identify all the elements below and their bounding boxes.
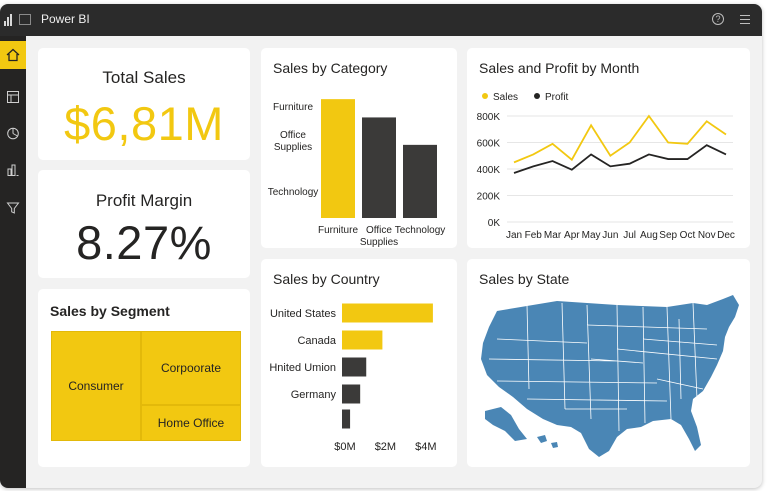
treemap-cell-corporate[interactable]: Corpoorate <box>141 331 241 405</box>
total-sales-card[interactable]: Total Sales $6,81M <box>38 48 250 160</box>
country-label: Hnited Umion <box>269 362 336 374</box>
category-bar <box>321 99 355 218</box>
country-bar <box>342 409 351 429</box>
country-card[interactable]: Sales by Country United States Canada Hnit… <box>261 259 457 467</box>
title-bar: Power BI ? <box>0 4 762 36</box>
series-line <box>513 114 727 164</box>
x-tick-label: $4M <box>415 441 436 453</box>
legend-marker <box>482 93 488 99</box>
y-tick-label: 400K <box>477 165 501 176</box>
category-tick-label: Office Supplies <box>360 225 398 248</box>
home-icon <box>6 48 20 62</box>
profit-margin-card[interactable]: Profit Margin 8.27% <box>38 170 250 278</box>
treemap-cell-home-office[interactable]: Home Office <box>141 405 241 441</box>
category-bar <box>403 144 437 218</box>
x-tick-label: Aug <box>640 230 658 241</box>
x-tick-label: Nov <box>698 230 716 241</box>
state-borders <box>488 302 718 432</box>
country-chart: United States Canada Hnited Umion Germany $0… <box>269 303 437 453</box>
month-card[interactable]: Sales and Profit by Month 0K 200K 400K 600K… <box>467 48 750 248</box>
app-title: Power BI <box>41 12 90 26</box>
legend-label: Profit <box>545 92 569 103</box>
category-axis-label: Office Supplies <box>274 130 312 153</box>
nav-chart[interactable] <box>0 156 26 184</box>
legend-label: Sales <box>493 92 518 103</box>
x-tick-label: Mar <box>544 230 562 241</box>
x-tick-label: $2M <box>375 441 396 453</box>
us-map-shape <box>481 295 739 457</box>
menu-icon[interactable] <box>740 14 750 24</box>
profit-margin-title: Profit Margin <box>95 191 193 210</box>
x-tick-label: May <box>582 230 601 241</box>
us-state-map[interactable] <box>467 259 750 467</box>
series-line <box>513 144 727 174</box>
segment-title: Sales by Segment <box>50 303 170 319</box>
x-tick-label: Feb <box>525 230 543 241</box>
y-tick-label: 800K <box>477 112 501 123</box>
app-square-icon <box>19 14 31 25</box>
country-bar <box>342 303 433 323</box>
category-tick-label: Technology <box>395 225 446 236</box>
category-axis-label: Furniture <box>273 102 313 113</box>
nav-filter[interactable] <box>0 194 26 222</box>
month-chart: 0K 200K 400K 600K 800K Jan Feb Mar Apr May Jun Jul A… <box>477 92 735 241</box>
y-tick-label: 200K <box>477 192 501 203</box>
state-title: Sales by State <box>479 271 570 287</box>
x-tick-label: Sep <box>659 230 677 241</box>
category-card[interactable]: Sales by Category Furniture Office Supplie… <box>261 48 457 248</box>
nav-report[interactable] <box>0 83 26 111</box>
report-icon <box>7 91 19 103</box>
x-tick-label: Apr <box>564 230 580 241</box>
app-window: Power BI ? <box>0 4 762 488</box>
power-bi-logo-icon <box>4 14 14 26</box>
x-tick-label: $0M <box>334 441 355 453</box>
x-tick-label: Oct <box>680 230 696 241</box>
total-sales-value: $6,81M <box>64 97 224 150</box>
country-bar <box>342 384 361 404</box>
state-card[interactable]: Sales by State <box>467 259 750 467</box>
legend-marker <box>534 93 540 99</box>
category-axis-label: Technology <box>268 187 319 198</box>
x-tick-label: Dec <box>717 230 735 241</box>
country-label: Canada <box>297 335 336 347</box>
category-bar <box>362 117 396 218</box>
country-label: United States <box>270 308 337 320</box>
nav-home[interactable] <box>0 41 26 69</box>
y-tick-label: 0K <box>488 218 501 229</box>
segment-card[interactable]: Sales by Segment Consumer Corpoorate Hom… <box>38 289 250 467</box>
nav-pie[interactable] <box>0 119 26 147</box>
country-title: Sales by Country <box>273 271 380 287</box>
filter-icon <box>6 202 20 214</box>
total-sales-title: Total Sales <box>102 68 186 87</box>
x-tick-label: Jan <box>506 230 522 241</box>
profit-margin-value: 8.27% <box>76 216 212 269</box>
x-tick-label: Jun <box>602 230 618 241</box>
country-label: Germany <box>291 389 337 401</box>
pie-icon <box>7 127 19 140</box>
chart-icon <box>7 164 19 176</box>
treemap-cell-consumer[interactable]: Consumer <box>51 331 141 441</box>
month-title: Sales and Profit by Month <box>479 60 640 76</box>
help-icon[interactable]: ? <box>712 13 724 25</box>
category-title: Sales by Category <box>273 60 388 76</box>
x-tick-label: Jul <box>623 230 636 241</box>
y-tick-label: 600K <box>477 139 501 150</box>
country-bar <box>342 357 367 377</box>
sidebar <box>0 36 26 488</box>
country-bar <box>342 330 383 350</box>
category-tick-label: Furniture <box>318 225 358 236</box>
